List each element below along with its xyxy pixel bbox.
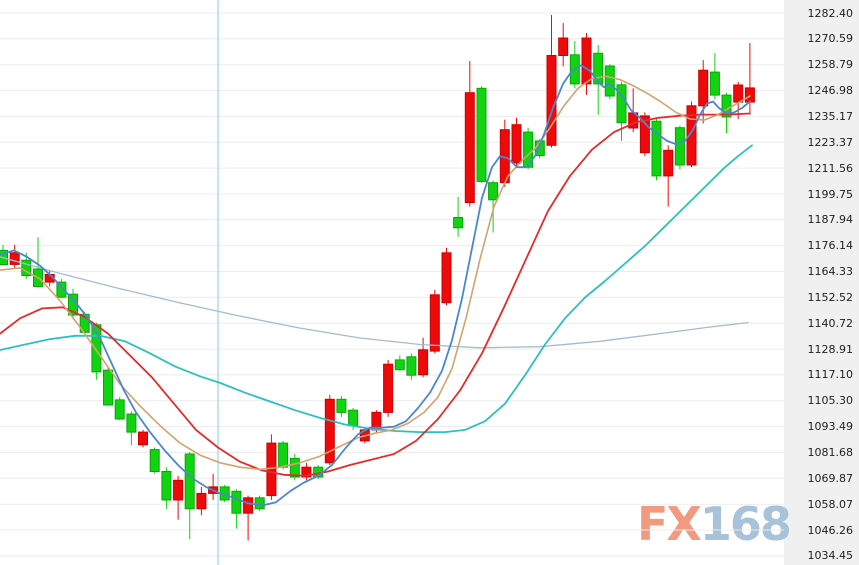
candle-up	[558, 37, 569, 56]
candle-up	[581, 37, 592, 85]
candle-up	[418, 349, 429, 376]
fx168-logo: FX168	[637, 501, 792, 547]
candle-down	[289, 457, 300, 478]
candle-up	[744, 87, 755, 103]
y-axis-label: 1187.94	[807, 213, 854, 227]
y-axis-label: 1258.79	[807, 58, 854, 72]
logo-text-168: 168	[699, 497, 792, 551]
y-axis-label: 1199.75	[807, 187, 854, 201]
candle-down	[453, 217, 464, 229]
candle-up	[324, 398, 335, 464]
candle-down	[488, 182, 499, 201]
y-axis-label: 1246.98	[807, 84, 854, 98]
ma-longest-steelblue	[0, 256, 749, 349]
candle-up	[686, 105, 697, 166]
y-axis-label: 1211.56	[807, 161, 854, 175]
y-axis-label: 1128.91	[807, 342, 854, 356]
y-axis-label: 1105.30	[807, 394, 854, 408]
candle-down	[348, 409, 359, 427]
y-axis-label: 1282.40	[807, 6, 854, 20]
candle-up	[511, 124, 522, 164]
candle-up	[196, 492, 207, 510]
candle-down	[336, 398, 347, 413]
candle-up	[138, 431, 148, 446]
candle-down	[149, 449, 160, 473]
y-axis-label: 1152.52	[807, 290, 854, 304]
y-axis-label: 1164.33	[807, 265, 854, 278]
candle-up	[733, 84, 744, 103]
logo-text-fx: FX	[637, 497, 702, 551]
y-axis-label: 1235.17	[807, 109, 854, 123]
candle-down	[126, 413, 137, 433]
candle-up	[639, 115, 650, 154]
candle-up	[266, 442, 277, 497]
candle-up	[243, 497, 254, 514]
candle-up	[698, 69, 709, 107]
y-axis-label: 1069.87	[807, 471, 854, 485]
y-axis-label: 1046.26	[807, 523, 854, 537]
y-axis-label: 1176.14	[807, 239, 854, 253]
candle-down	[651, 120, 662, 177]
candle-down	[476, 87, 487, 182]
candle-down	[231, 490, 242, 514]
candle-down	[161, 471, 172, 501]
candle-down	[278, 442, 289, 468]
candle-down	[604, 65, 615, 97]
candle-down	[394, 359, 405, 371]
candle-down	[184, 453, 195, 510]
candle-down	[709, 71, 720, 96]
y-axis-label: 1140.72	[807, 316, 854, 330]
y-axis-label: 1034.45	[807, 549, 854, 563]
candle-up	[173, 479, 184, 501]
candle-down	[254, 497, 265, 510]
candle-up	[301, 466, 312, 478]
candle-down	[674, 127, 685, 166]
candle-up	[383, 363, 394, 413]
candle-down	[616, 84, 627, 124]
candle-up	[9, 252, 20, 265]
ma-slow-red	[0, 112, 751, 477]
candle-down	[103, 369, 113, 406]
candle-down	[593, 52, 604, 85]
ma-fast-blue	[0, 64, 751, 507]
y-axis-label: 1223.37	[807, 135, 854, 149]
candle-down	[114, 399, 125, 420]
candle-down	[56, 281, 67, 298]
candle-down	[21, 259, 32, 277]
candle-up	[429, 294, 440, 352]
price-axis-panel	[784, 0, 859, 565]
candle-up	[663, 149, 674, 177]
candle-up	[441, 252, 452, 304]
candle-up	[546, 55, 557, 146]
y-axis-label: 1117.10	[807, 368, 854, 382]
y-axis-label: 1093.49	[807, 420, 854, 434]
y-axis-label: 1270.59	[807, 32, 854, 46]
ma-medium-tan	[0, 75, 751, 471]
y-axis-label: 1081.68	[807, 446, 854, 459]
price-axis-labels: 1282.40 1270.59 1258.79 1246.98 1235.17 1223.…	[784, 0, 859, 565]
ma-long-cyan	[0, 144, 753, 433]
y-axis-label: 1058.07	[807, 497, 854, 511]
candle-up	[464, 92, 475, 204]
candle-down	[406, 356, 417, 376]
